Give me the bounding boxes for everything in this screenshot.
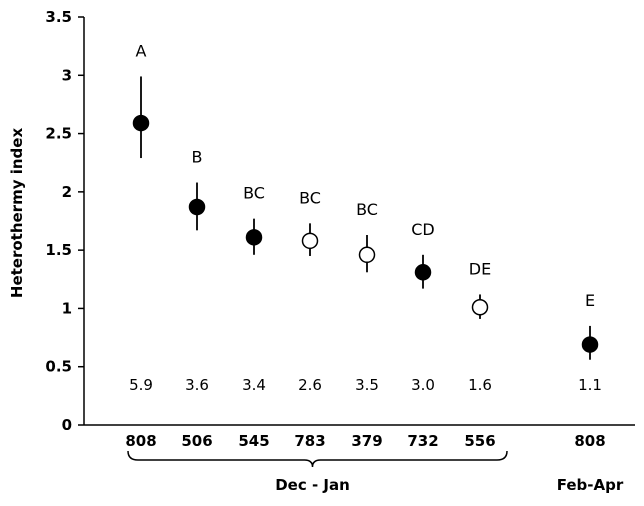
- x-category-label: 808: [574, 432, 605, 450]
- significance-label: B: [192, 148, 203, 167]
- axes: 0 0.5 1 1.5 2 2.5 3 3.5: [45, 8, 635, 434]
- y-ticks: 0 0.5 1 1.5 2 2.5 3 3.5: [45, 8, 84, 434]
- data-point: [414, 264, 432, 281]
- period-brace-path: [127, 450, 508, 468]
- significance-label: A: [136, 41, 147, 60]
- y-tick-label: 2.5: [45, 125, 72, 143]
- data-point: [358, 246, 376, 264]
- data-point: [188, 198, 206, 216]
- x-category-label: 783: [294, 432, 325, 450]
- y-tick-label: 0: [62, 416, 72, 434]
- significance-label: BC: [356, 200, 378, 219]
- period-brace: Dec - Jan Feb-Apr: [127, 450, 624, 494]
- value-label: 5.9: [129, 376, 153, 394]
- y-tick-label: 3: [62, 66, 72, 84]
- x-category-label: 732: [407, 432, 438, 450]
- y-tick-label: 3.5: [45, 8, 72, 26]
- data-point: [245, 229, 263, 246]
- data-marks: A 5.9 B 3.6 BC 3.4 BC 2.6 BC 3.5 CD 3.0 DE 1.6 E 1.1: [129, 41, 602, 394]
- value-label: 3.6: [185, 376, 209, 394]
- significance-label: E: [585, 291, 595, 310]
- y-tick-label: 1: [62, 299, 72, 317]
- value-label: 3.5: [355, 376, 379, 394]
- significance-label: CD: [411, 220, 435, 239]
- data-point: [132, 114, 150, 132]
- period-label: Dec - Jan: [275, 476, 350, 494]
- value-label: 2.6: [298, 376, 322, 394]
- x-category-label: 556: [464, 432, 495, 450]
- y-axis-label: Heterothermy index: [8, 128, 26, 299]
- data-point: [471, 299, 489, 316]
- value-label: 1.6: [468, 376, 492, 394]
- data-point: [581, 336, 599, 353]
- significance-label: DE: [469, 259, 491, 278]
- significance-label: BC: [299, 188, 321, 207]
- value-label: 3.4: [242, 376, 266, 394]
- data-point: [301, 232, 319, 250]
- y-tick-label: 1.5: [45, 241, 72, 259]
- value-label: 3.0: [411, 376, 435, 394]
- category-labels: 808 506 545 783 379 732 556 808: [125, 432, 605, 450]
- x-category-label: 506: [181, 432, 212, 450]
- significance-label: BC: [243, 184, 265, 203]
- x-category-label: 379: [351, 432, 382, 450]
- y-tick-label: 0.5: [45, 358, 72, 376]
- x-category-label: 545: [238, 432, 269, 450]
- x-category-label: 808: [125, 432, 156, 450]
- value-label: 1.1: [578, 376, 602, 394]
- y-tick-label: 2: [62, 183, 72, 201]
- period-label: Feb-Apr: [557, 476, 624, 494]
